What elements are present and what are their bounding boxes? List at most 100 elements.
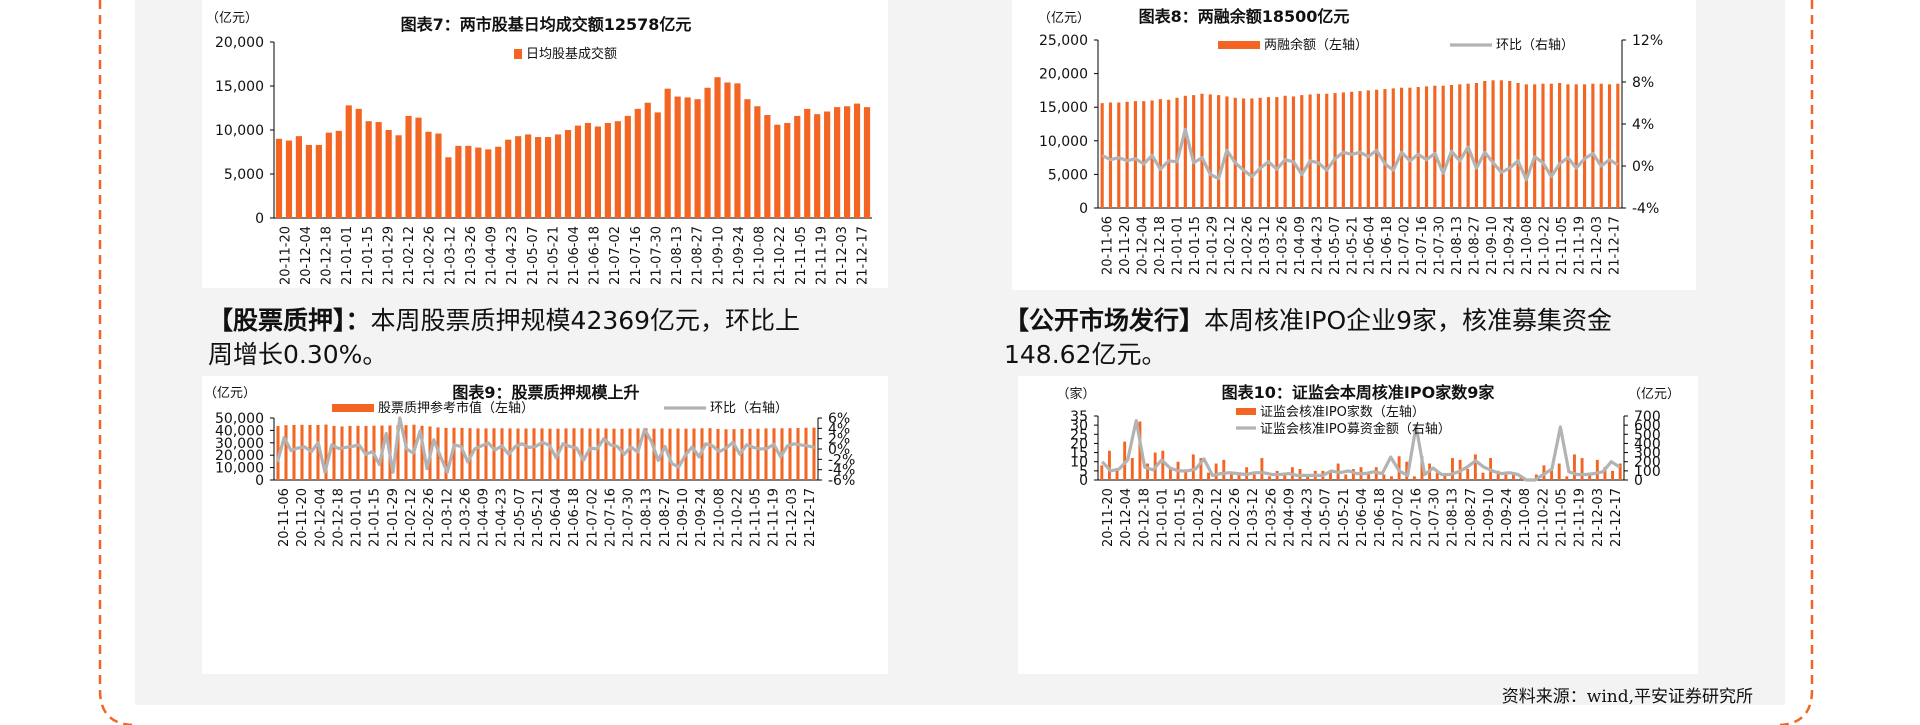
paragraph-body-line2: 周增长0.30%。 — [208, 340, 388, 369]
bar — [1316, 93, 1320, 208]
bar — [694, 99, 701, 218]
x-tick-label: 21-07-16 — [1415, 216, 1430, 275]
bar — [525, 134, 532, 218]
bar — [1130, 458, 1134, 480]
bar — [405, 115, 412, 218]
chart8-panel: 图表8：两融余额18500亿元 （亿元） 25,000 20,000 15,000 10,… — [1012, 0, 1696, 290]
x-tick-label: 21-02-12 — [1210, 488, 1225, 547]
bar — [1252, 474, 1256, 480]
bar — [654, 112, 661, 218]
x-tick-label: 21-12-03 — [835, 226, 850, 285]
x-tick-label: 21-11-19 — [814, 226, 829, 285]
bar — [500, 428, 504, 480]
bar — [748, 428, 752, 480]
left-tick-label: 5,000 — [224, 167, 264, 183]
bar — [734, 83, 741, 218]
bar — [620, 428, 624, 480]
x-tick-label: 21-06-04 — [549, 488, 564, 547]
legend-label: 两融余额（左轴） — [1264, 37, 1368, 53]
bar — [484, 428, 488, 480]
left-tick-label: 25,000 — [1039, 33, 1088, 49]
paragraph-body: 本周股票质押规模42369亿元，环比上 — [370, 306, 801, 335]
bar — [468, 428, 472, 480]
legend-label: 证监会核准IPO募资金额（右轴） — [1260, 421, 1451, 437]
bar — [676, 428, 680, 480]
bar — [1516, 83, 1520, 208]
bar — [1607, 84, 1612, 208]
bar — [634, 108, 641, 218]
left-tick-label: 10,000 — [1039, 134, 1088, 150]
bar — [1306, 474, 1310, 480]
bar — [1191, 454, 1195, 480]
x-tick-label: 21-01-15 — [368, 488, 383, 547]
bar — [596, 428, 600, 480]
bar — [340, 426, 344, 480]
bar — [1441, 85, 1445, 208]
right-tick-label: 0% — [1632, 159, 1654, 175]
x-tick-label: 21-08-13 — [1450, 216, 1465, 275]
x-tick-label: 21-01-01 — [350, 488, 365, 547]
x-tick-label: 21-08-27 — [691, 226, 706, 285]
bar — [1451, 458, 1454, 480]
bar — [1229, 474, 1233, 480]
x-tick-label: 21-10-08 — [1520, 216, 1535, 275]
bar — [764, 428, 768, 480]
bar — [843, 106, 851, 218]
x-tick-label: 21-09-24 — [1500, 488, 1515, 547]
bar — [385, 130, 392, 218]
x-tick-label: 21-12-17 — [856, 226, 871, 285]
bar — [1481, 472, 1485, 480]
bar — [834, 107, 841, 218]
x-tick-label: 21-07-02 — [1391, 488, 1406, 547]
bar — [396, 425, 400, 480]
bar — [1146, 463, 1149, 480]
bar — [744, 99, 751, 218]
x-tick-label: 21-01-01 — [1171, 216, 1186, 275]
x-tick-label: 21-11-05 — [749, 488, 764, 547]
paragraph-head: 【股票质押】 — [208, 306, 346, 335]
paragraph-public-issuance: 【公开市场发行】本周核准IPO企业9家，核准募集资金 148.62亿元。 — [1004, 304, 1764, 372]
x-tick-label: 21-11-05 — [1555, 488, 1570, 547]
bar — [315, 144, 322, 218]
paragraph-head: 【公开市场发行】 — [1004, 306, 1205, 335]
x-tick-label: 21-10-08 — [712, 488, 727, 547]
bar — [1100, 465, 1104, 480]
bar — [292, 424, 296, 480]
bar — [495, 146, 502, 218]
left-tick-label: 0 — [1079, 473, 1088, 489]
x-tick-label: 21-01-29 — [386, 488, 401, 547]
bar — [404, 425, 408, 480]
bar — [435, 133, 442, 218]
bar — [544, 137, 552, 218]
x-tick-label: 21-03-26 — [458, 488, 473, 547]
right-tick-label: 400 — [1634, 436, 1661, 452]
chart-title: 图表10：证监会本周核准IPO家数9家 — [1222, 383, 1496, 402]
x-tick-label: 21-12-17 — [803, 488, 818, 547]
chart10: 图表10：证监会本周核准IPO家数9家（家） （亿元）35302520151050… — [1056, 383, 1680, 547]
right-tick-label: 4% — [1632, 117, 1654, 133]
bar — [1449, 85, 1454, 208]
bar — [1183, 95, 1187, 208]
right-tick-label: 300 — [1634, 446, 1661, 462]
bar — [1367, 474, 1371, 480]
x-tick-label: 21-06-18 — [588, 226, 603, 285]
bar — [804, 427, 808, 480]
bar — [1167, 99, 1171, 208]
x-tick-label: 21-03-26 — [1264, 488, 1279, 547]
bar — [612, 428, 616, 480]
legend-label: 日均股基成交额 — [526, 46, 617, 62]
x-tick-label: 21-10-08 — [1518, 488, 1533, 547]
bar — [1382, 474, 1386, 480]
x-tick-label: 21-04-23 — [1310, 216, 1325, 275]
bar — [574, 125, 582, 218]
x-tick-label: 21-05-07 — [1328, 216, 1343, 275]
bar — [1115, 469, 1119, 480]
legend-swatch — [514, 49, 522, 59]
bar — [1266, 97, 1271, 208]
right-tick-label: 600 — [1634, 418, 1661, 434]
bar — [636, 428, 640, 480]
bar — [1557, 463, 1561, 480]
bar — [1260, 458, 1264, 480]
bar — [1580, 458, 1584, 480]
series-line — [1101, 127, 1619, 182]
